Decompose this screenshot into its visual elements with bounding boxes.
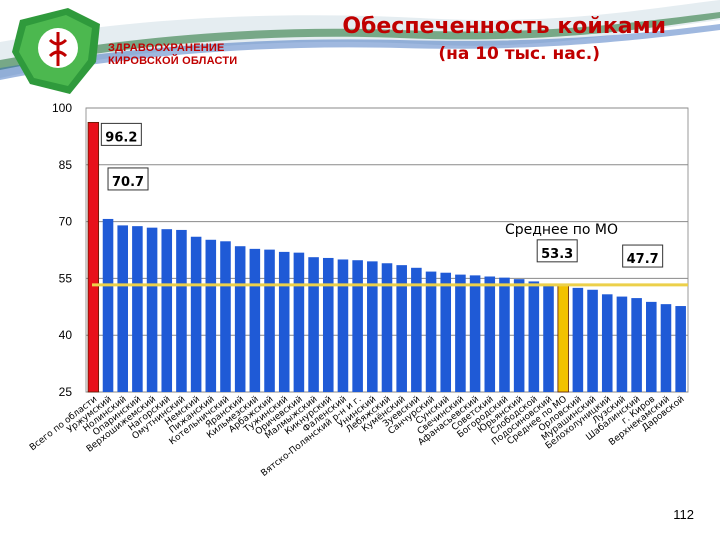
bar-39: [646, 301, 657, 392]
y-tick-label: 70: [59, 215, 73, 229]
bar-20: [367, 261, 378, 392]
bar-37: [616, 296, 628, 392]
bar-2: [102, 218, 114, 392]
bar-36: [601, 294, 613, 392]
bar-1: [87, 121, 100, 393]
y-tick-label: 55: [59, 271, 73, 285]
header-banner: ЗДРАВООХРАНЕНИЕ КИРОВСКОЙ ОБЛАСТИ Обеспе…: [0, 0, 720, 100]
data-labels: 96.2 70.7 53.3 47.7 Среднее по МО: [100, 122, 664, 268]
bar-29: [499, 277, 510, 392]
logo-text: ЗДРАВООХРАНЕНИЕ КИРОВСКОЙ ОБЛАСТИ: [108, 42, 238, 67]
bar-30: [513, 279, 525, 392]
bar-21: [381, 263, 393, 392]
data-label-box: [536, 239, 578, 263]
data-label-box: [107, 167, 149, 191]
bar-11: [234, 246, 246, 392]
bar-19: [352, 260, 363, 392]
y-tick-label: 100: [52, 101, 72, 115]
data-label: 96.2: [105, 130, 137, 145]
bar-4: [132, 226, 143, 392]
bar-23: [411, 267, 422, 392]
bar-32: [543, 284, 554, 392]
bar-24: [425, 271, 437, 392]
y-axis: 25 40 55 70 85 100: [52, 101, 72, 399]
bar-8: [190, 236, 202, 392]
bar-12: [249, 248, 261, 392]
region-logo: [12, 8, 100, 94]
data-label: 47.7: [627, 252, 659, 267]
bar-9: [205, 239, 217, 392]
bars: [87, 121, 686, 393]
data-label-box: [100, 122, 142, 146]
bar-3: [117, 225, 128, 392]
bar-25: [440, 272, 452, 392]
bar-34: [572, 287, 584, 392]
page-number: 112: [673, 507, 694, 522]
bar-15: [293, 252, 305, 392]
average-annotation: Среднее по МО: [505, 222, 618, 238]
bar-10: [220, 241, 231, 392]
bar-33: [557, 284, 569, 393]
banner-ribbon: [0, 0, 720, 80]
bar-22: [396, 265, 407, 392]
bar-28: [484, 276, 496, 392]
y-tick-label: 40: [59, 328, 73, 342]
bar-27: [469, 275, 481, 392]
bar-7: [176, 229, 187, 392]
data-label: 53.3: [541, 247, 573, 262]
bar-17: [322, 257, 334, 392]
bar-41: [675, 306, 686, 392]
bar-35: [587, 289, 598, 392]
bar-6: [161, 229, 173, 392]
y-tick-label: 85: [59, 158, 73, 172]
bar-16: [308, 257, 319, 392]
bar-18: [337, 259, 349, 392]
bar-13: [264, 249, 275, 392]
bar-26: [455, 274, 466, 392]
data-label-box: [622, 244, 664, 268]
chart-title: Обеспеченность койками: [342, 14, 666, 39]
bar-31: [528, 281, 540, 392]
bar-38: [631, 298, 642, 392]
chart-subtitle: (на 10 тыс. нас.): [438, 44, 600, 64]
x-axis: Всего по областиУржумскийНолинскийОпарин…: [28, 394, 687, 478]
bar-5: [146, 227, 158, 392]
bar-40: [660, 304, 672, 392]
data-label: 70.7: [112, 175, 144, 190]
y-tick-label: 25: [59, 385, 73, 399]
bar-14: [278, 251, 290, 392]
